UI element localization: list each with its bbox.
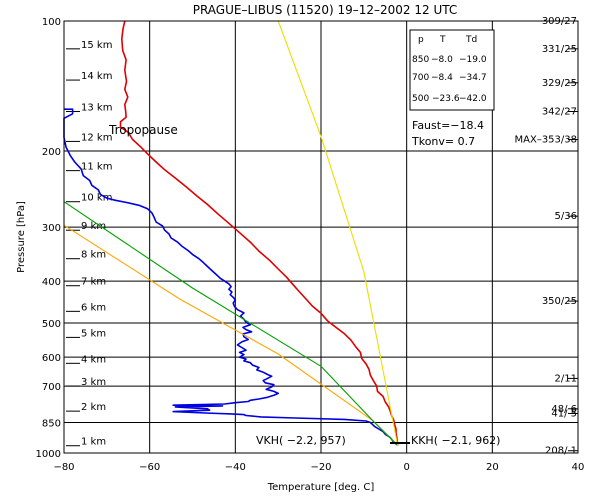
grid [63, 20, 579, 454]
wind-label: MAX–353/38 [515, 134, 578, 145]
x-tick-label: 0 [403, 462, 409, 473]
height-label: 5 km [81, 328, 106, 339]
height-label: 14 km [81, 71, 112, 82]
wind-label: 331/25 [542, 44, 577, 55]
y-tick-label: 300 [42, 223, 61, 234]
y-tick-label: 100 [42, 17, 61, 28]
y-axis-label: Pressure [hPa] [16, 201, 27, 273]
y-tick-label: 600 [42, 353, 61, 364]
x-tick-label: −20 [310, 462, 331, 473]
info-header-td: Td [465, 35, 477, 45]
height-label: 8 km [81, 250, 106, 261]
height-label: 1 km [81, 437, 106, 448]
wind-label: 2/11 [555, 373, 577, 384]
x-tick-label: 40 [572, 462, 585, 473]
y-tick-labels: 100 200 300 400 500 600 700 850 1000 [36, 17, 61, 460]
info-box-frame [409, 29, 495, 111]
info-row-700-p: 700 [412, 73, 429, 83]
info-header-t: T [439, 35, 446, 45]
series-lines [63, 20, 399, 446]
faust-index: Faust=−18.4 [412, 119, 484, 132]
info-row-850-p: 850 [412, 55, 429, 65]
y-tick-label: 1000 [36, 449, 61, 460]
height-label: 2 km [81, 402, 106, 413]
wind-label: 350/25 [542, 296, 577, 307]
series-line-0 [119, 20, 399, 446]
x-tick-label: −60 [139, 462, 160, 473]
info-box: p T Td 850 −8.0 −19.0 700 −8.4 −34.7 500… [409, 29, 495, 111]
kkh-label: KKH( −2.1, 962) [411, 434, 500, 447]
tropopause-label: Tropopause [108, 123, 178, 137]
height-label: 15 km [81, 40, 112, 51]
info-row-500-td: −42.0 [459, 94, 487, 104]
height-label: 12 km [81, 132, 112, 143]
wind-label: 5/36 [555, 211, 577, 222]
wind-label: 41/ 5 [551, 408, 577, 419]
height-label: 6 km [81, 302, 106, 313]
height-label: 4 km [81, 354, 106, 365]
wind-label: 342/27 [542, 107, 577, 118]
height-markers: 1 km 2 km 3 km 4 km 5 km 6 km 7 km 8 km 9 km 10 k… [66, 40, 112, 448]
wind-label: 309/27 [542, 16, 577, 27]
info-row-850-t: −8.0 [431, 55, 453, 65]
x-tick-label: 20 [486, 462, 499, 473]
series-line-1 [63, 108, 398, 446]
info-row-850-td: −19.0 [459, 55, 487, 65]
height-label: 9 km [81, 221, 106, 232]
wind-labels: 309/27 331/25 329/25 342/27 MAX–353/38 5/36 35… [515, 16, 578, 457]
y-tick-label: 850 [42, 419, 61, 430]
y-tick-label: 700 [42, 382, 61, 393]
plot-frame [63, 20, 579, 454]
y-tick-label: 200 [42, 147, 61, 158]
series-line-4 [277, 20, 399, 446]
info-header-p: p [418, 35, 424, 45]
info-row-500-p: 500 [412, 94, 429, 104]
x-axis-label: Temperature [deg. C] [267, 482, 375, 493]
y-tick-label: 500 [42, 319, 61, 330]
height-label: 13 km [81, 103, 112, 114]
chart-title: PRAGUE–LIBUS (11520) 19–12–2002 12 UTC [193, 3, 458, 17]
y-tick-label: 400 [42, 277, 61, 288]
height-label: 3 km [81, 377, 106, 388]
height-label: 10 km [81, 193, 112, 204]
x-tick-label: −80 [53, 462, 74, 473]
height-label: 11 km [81, 162, 112, 173]
wind-label: 48/ 6 [551, 404, 577, 415]
x-tick-labels: −80 −60 −40 −20 0 20 40 [53, 462, 584, 473]
info-row-700-t: −8.4 [431, 73, 453, 83]
series-line-2 [63, 224, 398, 446]
height-label: 7 km [81, 277, 106, 288]
wind-label: 208/ 1 [545, 446, 577, 457]
info-row-500-t: −23.6 [432, 94, 460, 104]
info-row-700-td: −34.7 [459, 73, 487, 83]
x-tick-label: −40 [225, 462, 246, 473]
vkh-label: VKH( −2.2, 957) [256, 434, 346, 447]
wind-label: 329/25 [542, 78, 577, 89]
tkonv-index: Tkonv= 0.7 [411, 135, 475, 148]
series-line-3 [63, 201, 398, 446]
